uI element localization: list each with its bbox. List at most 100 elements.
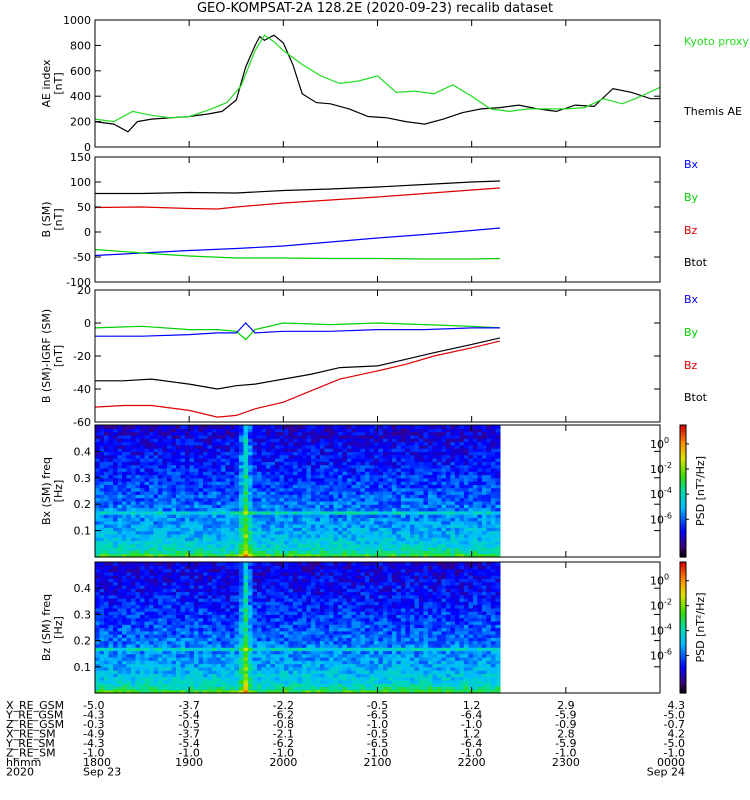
spectrogram-cell bbox=[148, 686, 155, 691]
spectrogram-cell bbox=[171, 438, 177, 443]
spectrogram-cell bbox=[252, 425, 258, 429]
y-axis-label: AE index [nT] bbox=[40, 59, 65, 108]
spectrogram-cell bbox=[301, 438, 308, 443]
spectrogram-cell bbox=[144, 553, 150, 558]
spectrogram-cell bbox=[121, 666, 128, 671]
spectrogram-cell bbox=[162, 568, 168, 573]
spectrogram-cell bbox=[108, 428, 114, 433]
spectrogram-cell bbox=[193, 679, 200, 684]
spectrogram-cell bbox=[189, 441, 195, 446]
spectrogram-cell bbox=[202, 581, 209, 586]
spectrogram-cell bbox=[121, 484, 128, 489]
spectrogram-cell bbox=[184, 527, 191, 532]
spectrogram-cell bbox=[225, 494, 231, 499]
spectrogram-cell bbox=[121, 607, 128, 612]
spectrogram-cell bbox=[283, 434, 290, 439]
spectrogram-cell bbox=[252, 537, 258, 542]
spectrogram-cell bbox=[445, 514, 452, 518]
spectrogram-cell bbox=[216, 617, 222, 622]
spectrogram-cell bbox=[382, 497, 389, 502]
spectrogram-cell bbox=[423, 491, 429, 495]
spectrogram-cell bbox=[247, 497, 254, 502]
spectrogram-cell bbox=[297, 547, 303, 551]
spectrogram-cell bbox=[310, 491, 317, 495]
spectrogram-cell bbox=[189, 611, 195, 616]
spectrogram-cell bbox=[126, 611, 132, 616]
spectrogram-cell bbox=[211, 517, 218, 522]
spectrogram-cell bbox=[270, 454, 276, 459]
spectrogram-cell bbox=[279, 504, 285, 509]
spectrogram-cell bbox=[283, 497, 290, 502]
spectrogram-cell bbox=[306, 428, 312, 433]
spectrogram-cell bbox=[193, 454, 200, 459]
spectrogram-cell bbox=[328, 547, 335, 551]
spectrogram-cell bbox=[207, 550, 213, 555]
spectrogram-cell bbox=[117, 461, 123, 466]
spectrogram-cell bbox=[310, 448, 317, 452]
spectrogram-cell bbox=[130, 517, 137, 522]
spectrogram-cell bbox=[198, 500, 204, 505]
spectrogram-cell bbox=[472, 517, 479, 522]
spectrogram-cell bbox=[202, 537, 209, 542]
spectrogram-cell bbox=[99, 540, 105, 545]
spectrogram-cell bbox=[99, 550, 105, 555]
spectrogram-cell bbox=[396, 550, 402, 555]
spectrogram-cell bbox=[373, 524, 380, 528]
spectrogram-cell bbox=[243, 481, 249, 485]
spectrogram-cell bbox=[261, 464, 267, 469]
spectrogram-cell bbox=[153, 458, 159, 462]
spectrogram-cell bbox=[432, 441, 438, 446]
spectrogram-cell bbox=[99, 630, 105, 635]
spectrogram-cell bbox=[189, 683, 195, 688]
spectrogram-cell bbox=[153, 598, 159, 602]
spectrogram-cell bbox=[441, 451, 447, 456]
spectrogram-cell bbox=[238, 537, 245, 542]
spectrogram-cell bbox=[148, 634, 155, 638]
spectrogram-cell bbox=[144, 568, 150, 573]
spectrogram-cell bbox=[486, 527, 492, 532]
spectrogram-cell bbox=[328, 520, 335, 525]
spectrogram-cell bbox=[427, 474, 434, 479]
spectrogram-cell bbox=[355, 520, 362, 525]
spectrogram-cell bbox=[454, 514, 461, 518]
spectrogram-cell bbox=[481, 425, 488, 429]
spectrogram-cell bbox=[423, 477, 429, 482]
spectrogram-cell bbox=[436, 434, 443, 439]
spectrogram-cell bbox=[220, 438, 227, 443]
spectrogram-cell bbox=[153, 588, 159, 593]
spectrogram-cell bbox=[324, 543, 330, 548]
spectrogram-cell bbox=[414, 527, 420, 532]
spectrogram-cell bbox=[162, 660, 168, 665]
spectrogram-cell bbox=[450, 431, 456, 436]
spectrogram-cell bbox=[310, 540, 317, 545]
spectrogram-cell bbox=[387, 471, 393, 476]
spectrogram-cell bbox=[198, 607, 204, 612]
spectrogram-cell bbox=[279, 547, 285, 551]
spectrogram-cell bbox=[95, 594, 101, 599]
spectrogram-cell bbox=[346, 530, 353, 535]
spectrogram-cell bbox=[162, 527, 168, 532]
spectrogram-cell bbox=[355, 444, 362, 449]
spectrogram-cell bbox=[436, 537, 443, 542]
spectrogram-cell bbox=[162, 670, 168, 674]
spectrogram-cell bbox=[198, 474, 204, 479]
spectrogram-cell bbox=[157, 584, 164, 589]
y-tick-label: 200 bbox=[70, 116, 91, 129]
spectrogram-cell bbox=[162, 487, 168, 492]
spectrogram-cell bbox=[207, 494, 213, 499]
spectrogram-cell bbox=[360, 500, 366, 505]
spectrogram-cell bbox=[108, 575, 114, 579]
spectrogram-cell bbox=[486, 533, 492, 538]
spectrogram-cell bbox=[459, 467, 465, 472]
spectrogram-cell bbox=[292, 517, 299, 522]
spectrogram-cell bbox=[396, 471, 402, 476]
spectrogram-cell bbox=[117, 666, 123, 671]
spectrogram-cell bbox=[121, 477, 128, 482]
spectrogram-cell bbox=[171, 514, 177, 518]
spectrogram-cell bbox=[346, 537, 353, 542]
spectrogram-cell bbox=[104, 679, 110, 684]
spectrogram-cell bbox=[225, 425, 231, 429]
spectrogram-cell bbox=[405, 494, 411, 499]
spectrogram-cell bbox=[306, 543, 312, 548]
spectrogram-cell bbox=[99, 637, 105, 642]
